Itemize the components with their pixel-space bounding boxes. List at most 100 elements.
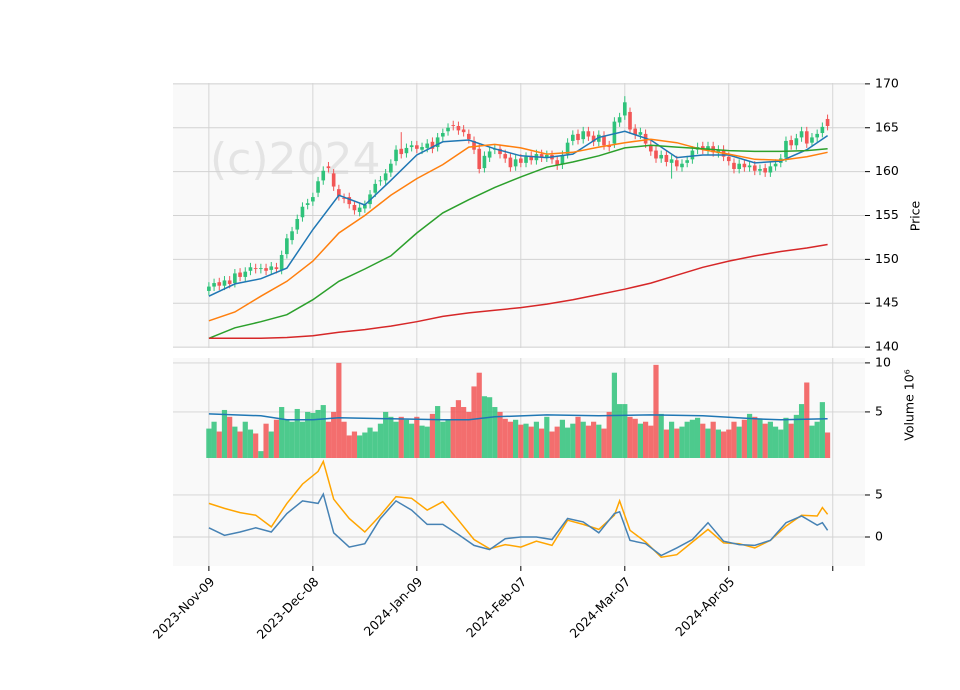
volume-bar <box>539 428 545 458</box>
candle-body <box>316 181 320 193</box>
candle-body <box>815 133 819 138</box>
candle-body <box>503 154 508 159</box>
volume-bar <box>793 414 799 458</box>
volume-bar <box>398 416 404 458</box>
candle-body <box>622 102 627 116</box>
candle-body <box>586 131 591 137</box>
candle-body <box>399 148 404 155</box>
candle-body <box>487 151 492 158</box>
candle-body <box>482 155 487 169</box>
candle-body <box>295 219 300 230</box>
candle-body <box>477 148 482 169</box>
volume-bar <box>268 431 274 458</box>
volume-bar <box>617 404 623 458</box>
candle-body <box>570 134 575 141</box>
volume-bar <box>523 423 529 458</box>
candle-body <box>383 173 388 181</box>
y-tick-label: 10 <box>875 354 891 369</box>
volume-bar <box>513 419 519 458</box>
candle-body <box>804 131 809 144</box>
volume-bar <box>778 429 784 458</box>
volume-bar <box>440 421 446 458</box>
volume-bar <box>627 416 633 458</box>
volume-bar <box>320 405 326 458</box>
volume-bar <box>752 416 758 458</box>
volume-bar <box>591 421 597 458</box>
candle-body <box>544 154 549 158</box>
candle-body <box>529 155 534 161</box>
candle-body <box>576 133 580 141</box>
volume-bar <box>528 426 534 458</box>
watermark: (c)2024 <box>210 134 381 185</box>
volume-bar <box>372 431 378 458</box>
volume-bar <box>414 416 420 458</box>
candle-body <box>378 180 383 182</box>
candle-body <box>700 146 705 150</box>
volume-average-line <box>208 413 828 421</box>
y-tick-label: 145 <box>875 295 899 310</box>
volume-bar <box>445 419 451 458</box>
candle-body <box>633 128 638 135</box>
volume-bar <box>507 421 514 458</box>
candle-body <box>274 267 279 270</box>
candle-body <box>461 129 466 133</box>
volume-bar <box>596 424 602 458</box>
y-tick-label: 5 <box>875 403 883 418</box>
volume-bar <box>502 418 508 458</box>
volume-bar <box>247 429 254 458</box>
candle-body <box>290 231 294 241</box>
candle-body <box>706 146 710 151</box>
volume-axis-label: Volume 10⁶ <box>902 369 917 440</box>
volume-bar <box>585 425 592 458</box>
volume-bar <box>310 412 316 458</box>
y-tick-label: 5 <box>875 486 883 501</box>
volume-bar <box>357 435 363 458</box>
volume-bar <box>637 423 643 458</box>
candle-body <box>321 170 326 181</box>
volume-bar <box>772 426 779 458</box>
x-tick-label: 2024-Jan-09 <box>361 574 426 639</box>
volume-bar <box>559 419 566 458</box>
candle-body <box>685 160 690 163</box>
candle-body <box>581 131 586 140</box>
candle-body <box>669 159 674 163</box>
volume-bar <box>580 421 586 458</box>
x-tick-label: 2024-Mar-07 <box>567 574 634 641</box>
candle-body <box>243 271 248 277</box>
candle-body <box>363 204 367 209</box>
candle-body <box>732 162 736 169</box>
candle-body <box>326 166 331 169</box>
candle-body <box>342 197 346 199</box>
candle-body <box>456 125 461 131</box>
candle-body <box>207 286 211 291</box>
volume-bar <box>601 428 607 458</box>
candle-body <box>253 268 258 270</box>
moving-average-line <box>208 130 829 297</box>
volume-bar <box>206 428 212 458</box>
candle-body <box>539 154 544 158</box>
volume-bar <box>403 419 410 458</box>
candle-body <box>389 163 393 173</box>
candle-body <box>607 145 612 148</box>
y-tick-label: 170 <box>875 75 899 90</box>
candle-body <box>758 168 762 171</box>
volume-bar <box>325 421 332 458</box>
candle-body <box>519 158 523 163</box>
volume-bar <box>258 451 264 458</box>
y-tick-label: 155 <box>875 207 899 222</box>
volume-bar <box>824 432 831 458</box>
candle-body <box>279 254 284 270</box>
volume-bar <box>658 413 664 458</box>
candle-body <box>742 163 747 168</box>
volume-bar <box>741 419 747 458</box>
candle-body <box>648 145 653 152</box>
volume-bar <box>689 419 695 458</box>
candle-body <box>352 204 357 211</box>
candle-body <box>441 133 445 137</box>
volume-bar <box>221 409 228 458</box>
candle-body <box>357 207 362 212</box>
volume-bar <box>575 416 581 458</box>
volume-bar <box>461 407 467 458</box>
volume-bar <box>783 417 789 458</box>
candle-body <box>747 165 752 168</box>
